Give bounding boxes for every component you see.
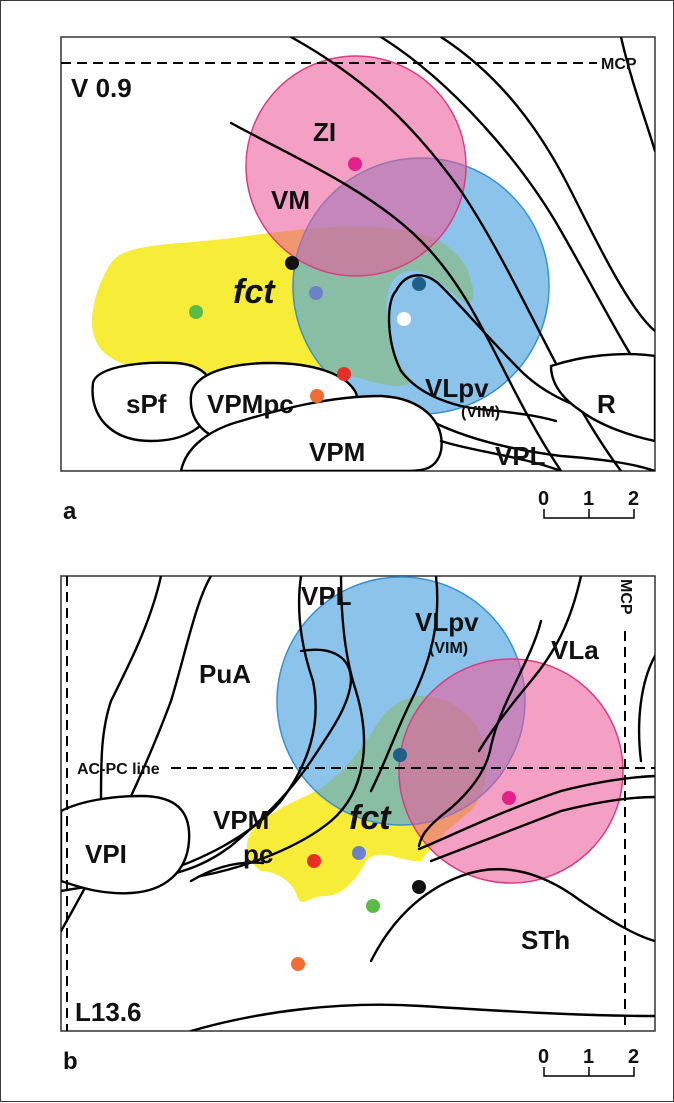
sth-circle-b bbox=[398, 658, 624, 884]
spf-label: sPf bbox=[126, 389, 167, 419]
pua-label-b: PuA bbox=[199, 659, 251, 689]
panel-a: MCP V 0.9 ZI VM fct VLpv (VIM) sPf VPMpc… bbox=[60, 36, 656, 525]
r-region-a bbox=[549, 352, 655, 443]
outline-b-5 bbox=[149, 648, 353, 881]
outline-a-3 bbox=[379, 37, 655, 393]
vim-label-a: (VIM) bbox=[461, 404, 500, 421]
dot-red-b bbox=[307, 854, 321, 868]
vpi-region-b bbox=[61, 794, 191, 895]
scale-a-0: 0 bbox=[538, 488, 549, 510]
dot-darkblue-a bbox=[412, 277, 426, 291]
outline-b-11 bbox=[369, 867, 655, 963]
dot-magenta-b bbox=[502, 791, 516, 805]
outline-b-8 bbox=[477, 576, 583, 753]
dot-periwinkle-b bbox=[352, 846, 366, 860]
outline-b-7 bbox=[417, 619, 543, 848]
outline-a-5 bbox=[619, 37, 655, 153]
scale-b-0: 0 bbox=[538, 1046, 549, 1068]
panel-b: MCP AC-PC line VPL VLpv (VIM) VLa PuA VP… bbox=[60, 575, 656, 1077]
outline-b-9 bbox=[417, 774, 655, 851]
vpi-label-b: VPI bbox=[85, 839, 127, 869]
outline-b-10 bbox=[429, 795, 655, 863]
pc-region-b bbox=[189, 861, 265, 883]
vim-label-b: (VIM) bbox=[429, 640, 468, 657]
outline-b-2 bbox=[99, 576, 163, 803]
vla-label-b: VLa bbox=[551, 635, 599, 665]
dot-black-a bbox=[285, 256, 299, 270]
vpm-label-a: VPM bbox=[309, 437, 365, 467]
mcp-label-a: MCP bbox=[601, 56, 637, 73]
vpm-label-b: VPM bbox=[213, 805, 269, 835]
vpl-label-b: VPL bbox=[301, 581, 352, 611]
panel-label-b: b bbox=[63, 1048, 78, 1075]
dot-periwinkle-a bbox=[309, 286, 323, 300]
vlpv-label-a: VLpv bbox=[425, 373, 489, 403]
dot-orange-a bbox=[310, 389, 324, 403]
outline-a-1 bbox=[229, 121, 563, 471]
slice-label-a: V 0.9 bbox=[71, 73, 132, 103]
pc-label-b: pc bbox=[243, 839, 273, 869]
outline-b-4 bbox=[199, 576, 366, 878]
scale-bar-b: 0 1 2 bbox=[538, 1046, 639, 1077]
dot-magenta-a bbox=[348, 157, 362, 171]
acpc-label-b: AC-PC line bbox=[77, 761, 160, 778]
dot-green-b bbox=[366, 899, 380, 913]
scale-b-2: 2 bbox=[628, 1046, 639, 1068]
dot-white-a bbox=[397, 312, 411, 326]
dot-green-a bbox=[189, 305, 203, 319]
dot-darkblue-b bbox=[393, 748, 407, 762]
vm-label: VM bbox=[271, 185, 310, 215]
dot-orange-b bbox=[291, 957, 305, 971]
dot-red-a bbox=[337, 367, 351, 381]
outline-b-6 bbox=[369, 576, 439, 793]
scale-a-1: 1 bbox=[583, 488, 594, 510]
slice-label-b: L13.6 bbox=[75, 997, 142, 1027]
fct-label-a: fct bbox=[233, 273, 276, 311]
vpl-label-a: VPL bbox=[495, 441, 546, 471]
outline-a-6 bbox=[439, 439, 563, 471]
vpmpc-label: VPMpc bbox=[207, 389, 294, 419]
outline-a-4 bbox=[439, 37, 655, 333]
vlpv-label-b: VLpv bbox=[415, 607, 479, 637]
scale-bar-a: 0 1 2 bbox=[538, 488, 639, 519]
dot-white-b bbox=[350, 880, 364, 894]
vpm-region-a bbox=[179, 394, 443, 471]
mcp-label-b: MCP bbox=[617, 579, 634, 615]
r-label: R bbox=[597, 389, 616, 419]
fct-label-b: fct bbox=[349, 799, 392, 837]
zi-label: ZI bbox=[313, 117, 336, 147]
vpl-boundary-a bbox=[429, 419, 655, 471]
dot-black-b bbox=[412, 880, 426, 894]
outline-b-12 bbox=[189, 1003, 655, 1031]
sth-label-b: STh bbox=[521, 925, 570, 955]
scale-b-1: 1 bbox=[583, 1046, 594, 1068]
scale-a-2: 2 bbox=[628, 488, 639, 510]
outline-b-13 bbox=[637, 654, 655, 763]
panel-label-a: a bbox=[63, 498, 77, 525]
